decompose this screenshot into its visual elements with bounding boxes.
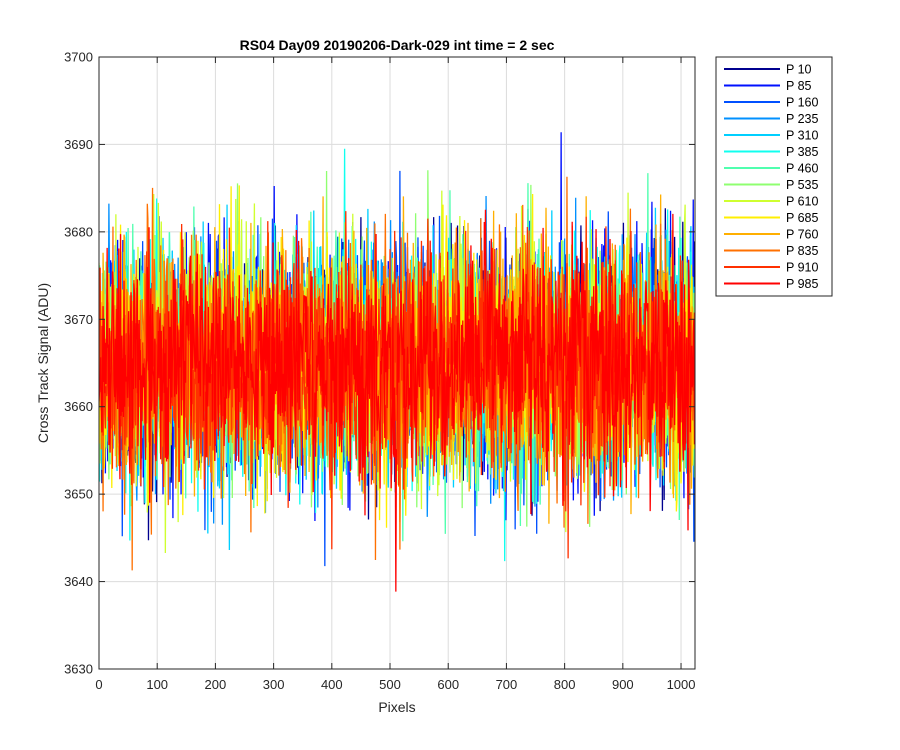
x-tick-label: 100: [146, 677, 168, 692]
legend-label: P 235: [786, 112, 818, 126]
series-lines: [99, 132, 695, 592]
legend: P 10 P 85 P 160 P 235 P 310 P 385 P 460 P 535 P …: [715, 56, 833, 297]
axes-box: [98, 56, 696, 670]
x-tick-label: 0: [95, 677, 102, 692]
series-line-p985: [99, 209, 695, 592]
legend-label: P 535: [786, 178, 818, 192]
x-tick-label: 600: [437, 677, 459, 692]
legend-label: P 385: [786, 145, 818, 159]
x-tick-label: 1000: [667, 677, 696, 692]
x-tick-label: 500: [379, 677, 401, 692]
legend-label: P 610: [786, 195, 818, 209]
x-tick-label: 800: [554, 677, 576, 692]
legend-label: P 160: [786, 96, 818, 110]
y-tick-label: 3680: [64, 224, 93, 239]
legend-label: P 760: [786, 228, 818, 242]
legend-label: P 835: [786, 244, 818, 258]
chart-title: RS04 Day09 20190206-Dark-029 int time = …: [240, 37, 555, 53]
y-tick-label: 3640: [64, 574, 93, 589]
legend-box: [715, 56, 833, 297]
x-tick-label: 400: [321, 677, 343, 692]
legend-label: P 910: [786, 261, 818, 275]
y-tick-label: 3690: [64, 137, 93, 152]
y-tick-label: 3700: [64, 50, 93, 65]
legend-label: P 10: [786, 63, 812, 77]
y-tick-label: 3670: [64, 312, 93, 327]
legend-label: P 685: [786, 211, 818, 225]
x-tick-label: 700: [496, 677, 518, 692]
legend-label: P 985: [786, 277, 818, 291]
x-tick-label: 200: [205, 677, 227, 692]
ticks: 0 100 200 300 400 500 600 700 800 900 1000 3630 3640…: [64, 50, 695, 693]
y-tick-label: 3650: [64, 487, 93, 502]
legend-label: P 85: [786, 79, 812, 93]
y-tick-label: 3660: [64, 399, 93, 414]
y-axis-label: Cross Track Signal (ADU): [35, 283, 51, 443]
legend-label: P 460: [786, 162, 818, 176]
legend-label: P 310: [786, 129, 818, 143]
x-tick-label: 300: [263, 677, 285, 692]
y-tick-label: 3630: [64, 662, 93, 677]
x-tick-label: 900: [612, 677, 634, 692]
x-axis-label: Pixels: [378, 699, 415, 715]
